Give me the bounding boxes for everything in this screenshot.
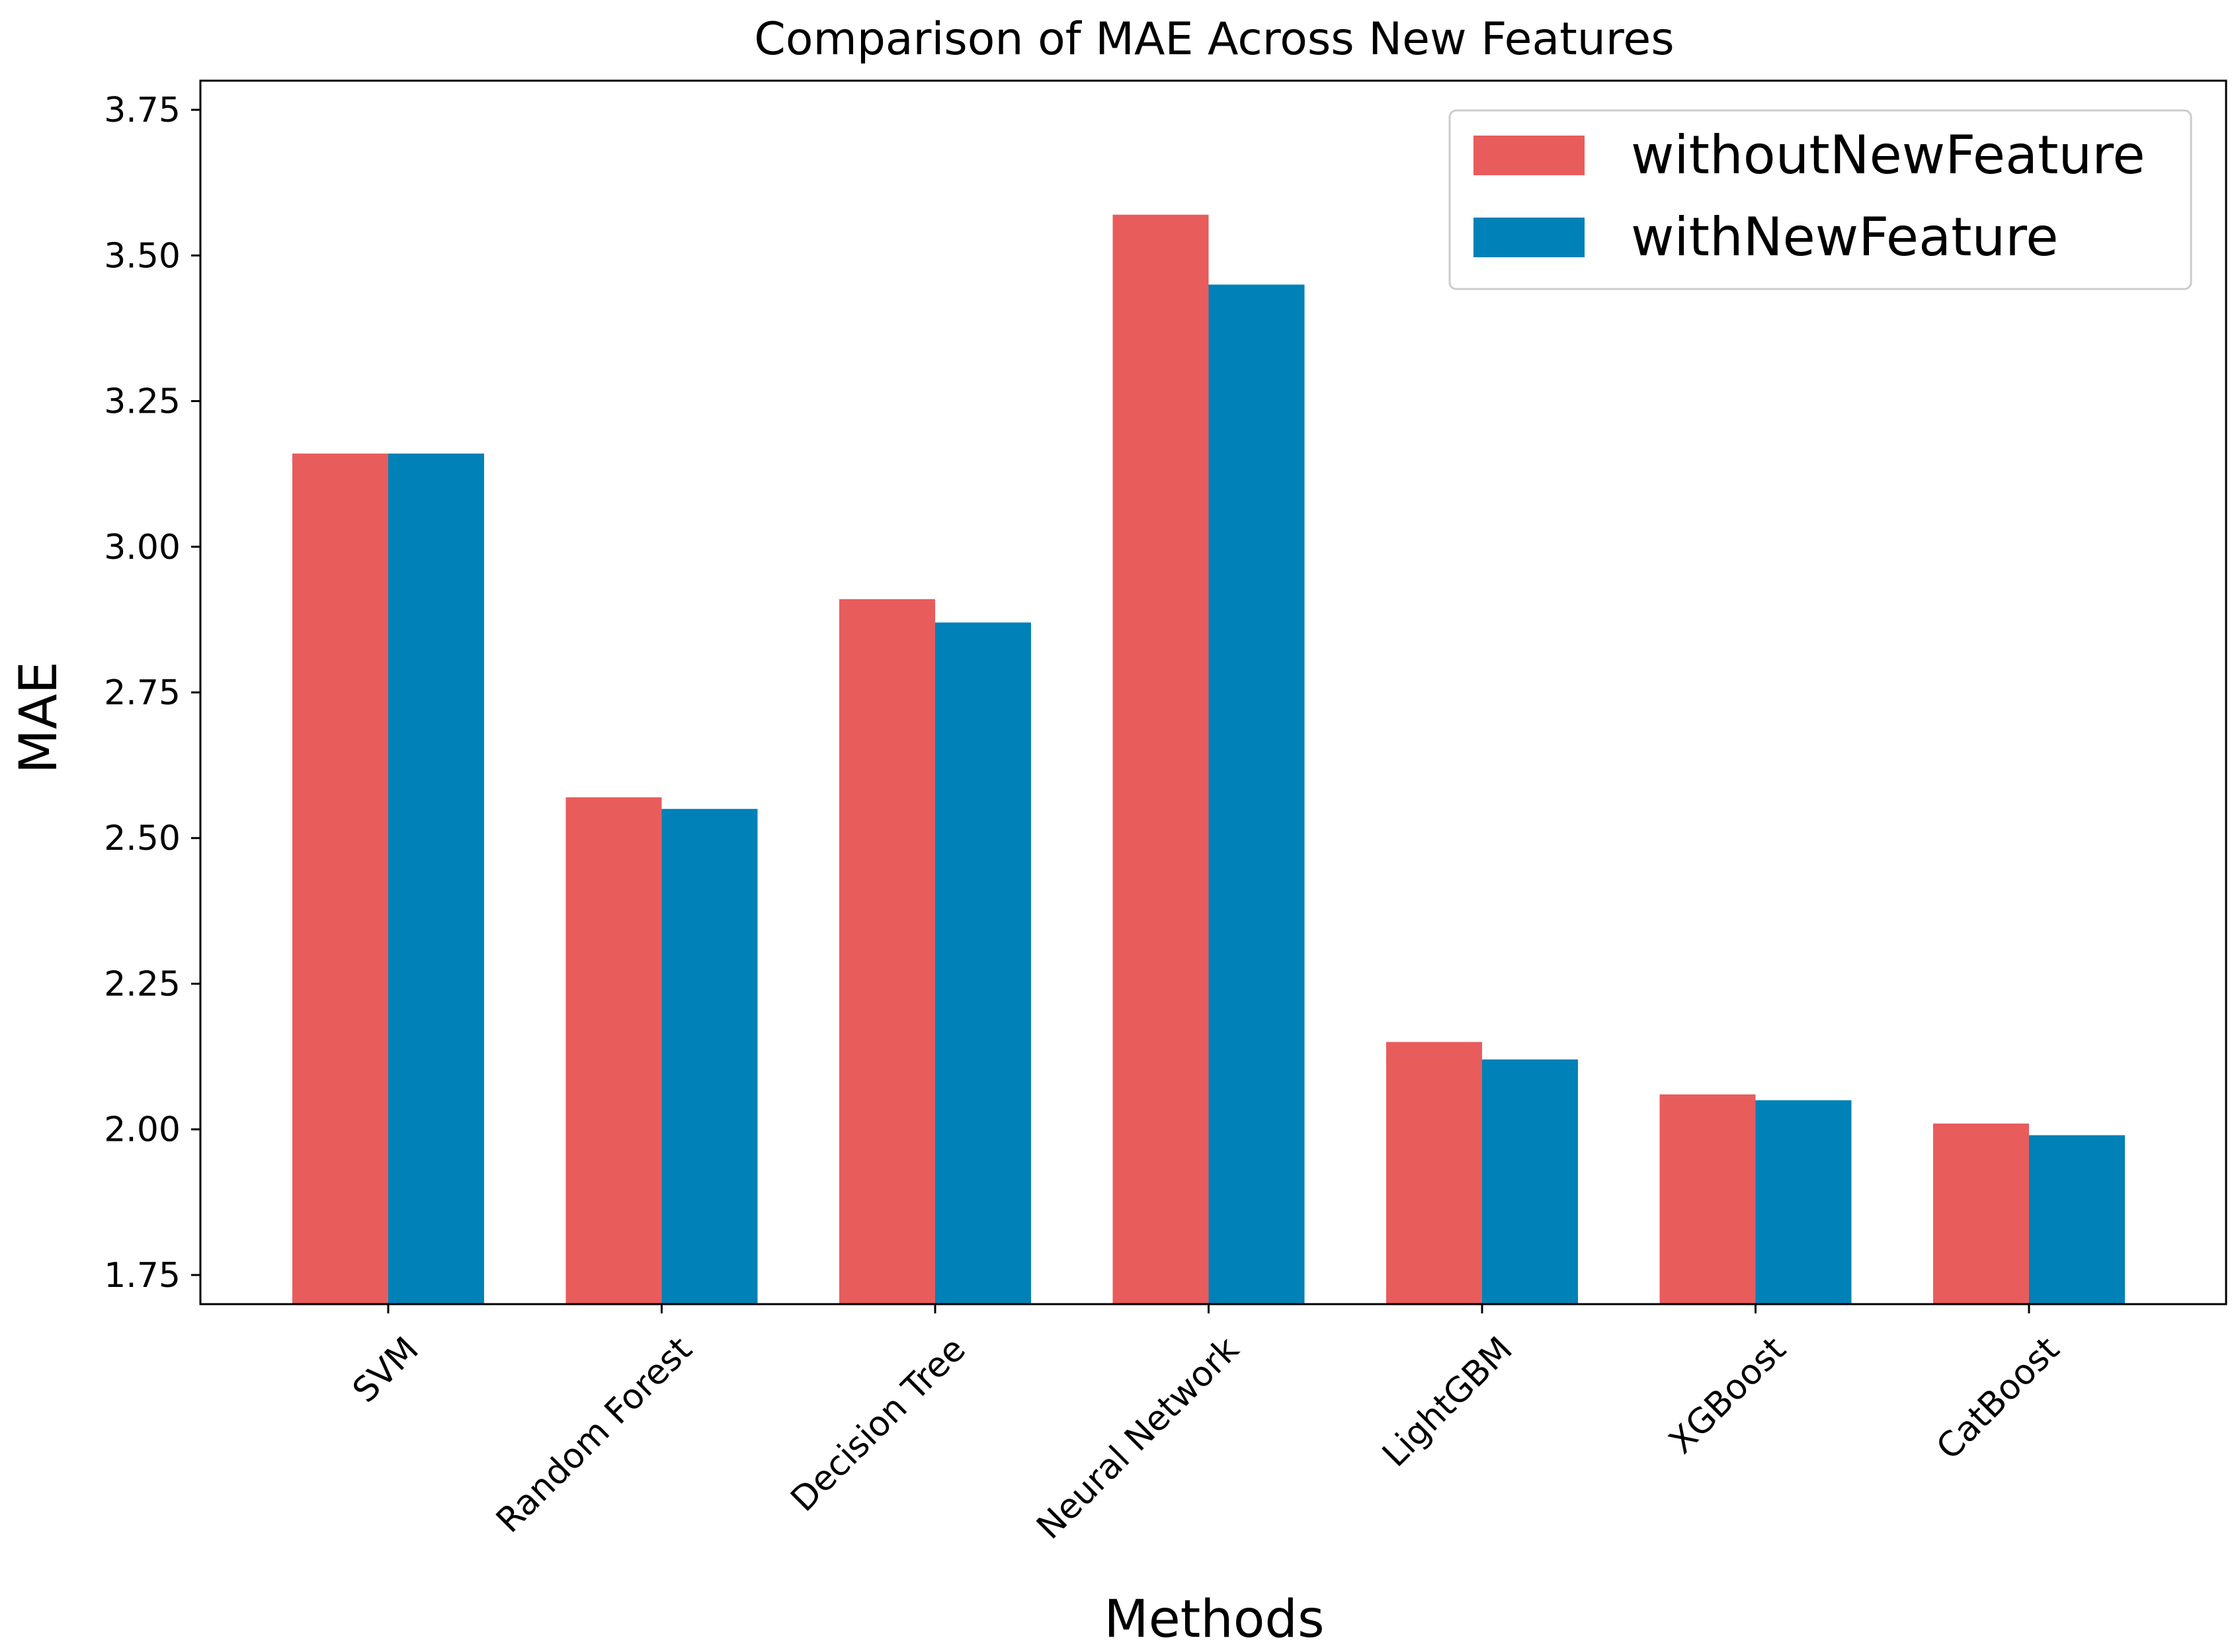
plot-frame xyxy=(199,79,2227,1305)
bar-withNewFeature-decision-tree xyxy=(935,622,1031,1305)
legend-swatch-withNewFeature xyxy=(1473,218,1585,257)
bar-withoutNewFeature-random-forest xyxy=(565,797,662,1304)
y-tick-label: 2.25 xyxy=(104,964,181,1004)
legend-swatch-withoutNewFeature xyxy=(1473,136,1585,175)
bar-withNewFeature-svm xyxy=(388,453,484,1304)
y-tick-label: 2.75 xyxy=(104,673,181,713)
bar-withNewFeature-xgboost xyxy=(1755,1100,1852,1304)
y-tick-label: 3.25 xyxy=(104,382,181,422)
y-axis: 1.75 2.00 2.25 2.50 2.75 3.00 3.25 3.50 3.75 xyxy=(104,91,200,1296)
bar-withNewFeature-catboost xyxy=(2029,1135,2125,1304)
bar-withoutNewFeature-decision-tree xyxy=(839,599,935,1304)
legend-label-withNewFeature: withNewFeature xyxy=(1631,206,2059,268)
bar-withoutNewFeature-xgboost xyxy=(1659,1094,1756,1304)
y-tick-label: 2.00 xyxy=(104,1110,181,1150)
legend-frame xyxy=(1448,109,2192,290)
y-tick-label: 3.50 xyxy=(104,236,181,276)
x-tick-label: Neural Network xyxy=(1029,1329,1247,1547)
y-tick-label: 3.75 xyxy=(104,91,181,130)
bar-withoutNewFeature-catboost xyxy=(1933,1123,2029,1304)
x-axis: SVM Random Forest Decision Tree Neural Netw… xyxy=(345,1304,2067,1547)
bar-withNewFeature-neural-network xyxy=(1208,284,1305,1304)
chart-title: Comparison of MAE Across New Features xyxy=(754,13,1674,65)
x-tick-label: SVM xyxy=(345,1329,427,1411)
y-tick-label: 2.50 xyxy=(104,819,181,858)
bar-withoutNewFeature-lightgbm xyxy=(1386,1042,1482,1304)
bar-withoutNewFeature-neural-network xyxy=(1112,214,1209,1305)
x-tick-label: Decision Tree xyxy=(784,1329,973,1519)
x-tick-label: Random Forest xyxy=(489,1329,700,1540)
plot-area xyxy=(292,214,2125,1305)
x-tick-label: XGBoost xyxy=(1661,1329,1794,1462)
y-tick-label: 1.75 xyxy=(104,1256,181,1296)
x-axis-label: Methods xyxy=(1104,1590,1324,1649)
x-tick-label: CatBoost xyxy=(1929,1329,2067,1467)
bar-withoutNewFeature-svm xyxy=(292,453,388,1304)
bar-withNewFeature-random-forest xyxy=(661,809,758,1304)
x-tick-label: LightGBM xyxy=(1375,1329,1520,1475)
legend-label-withoutNewFeature: withoutNewFeature xyxy=(1631,124,2145,186)
y-axis-label: MAE xyxy=(9,661,69,774)
bar-withNewFeature-lightgbm xyxy=(1482,1059,1578,1304)
legend: withoutNewFeature withNewFeature xyxy=(1448,109,2192,290)
y-tick-label: 3.00 xyxy=(104,528,181,567)
